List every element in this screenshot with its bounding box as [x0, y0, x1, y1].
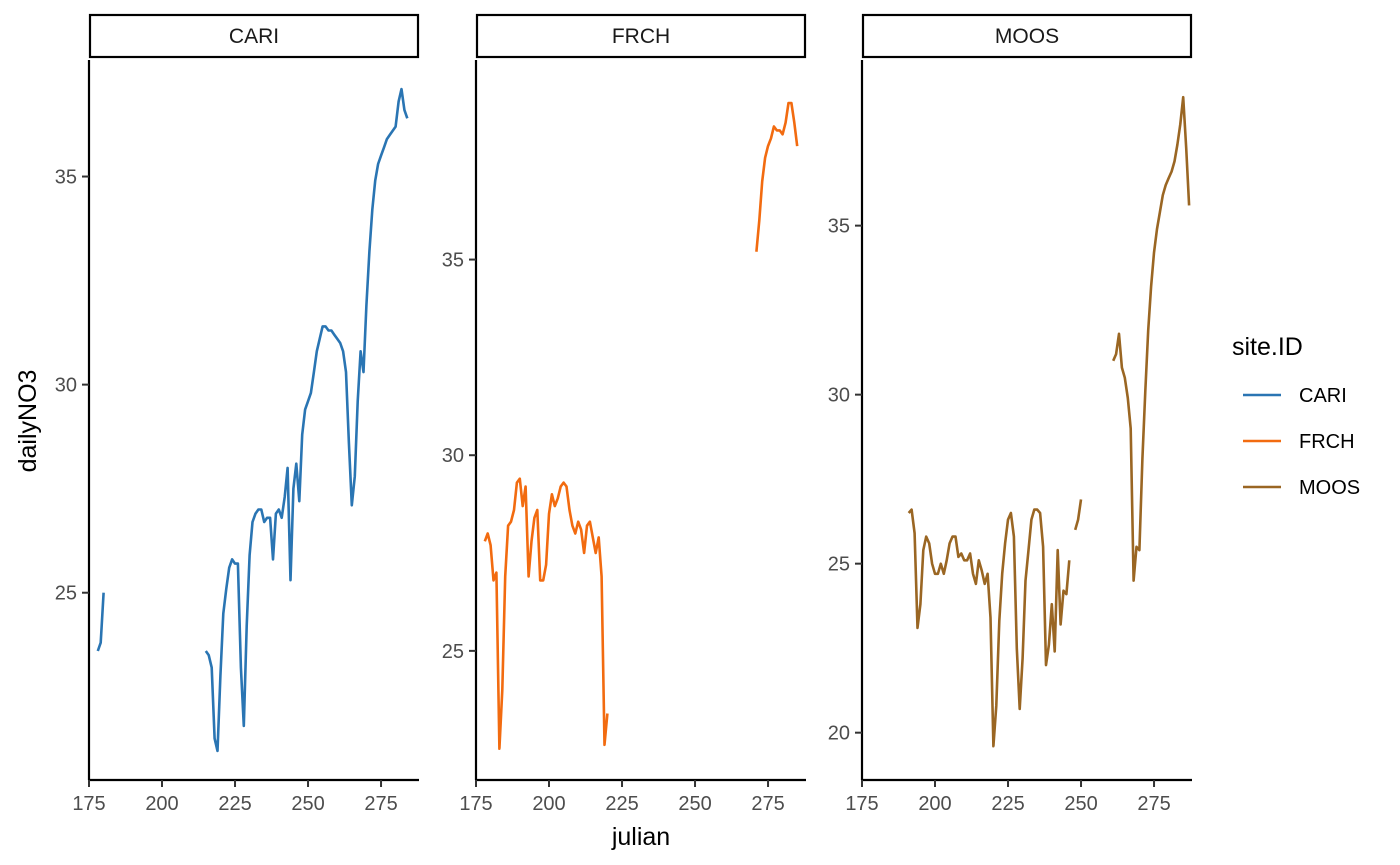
x-tick-label: 250 [678, 793, 711, 815]
facet-strip [475, 13, 807, 59]
legend-items: CARI FRCH MOOS [1243, 385, 1360, 499]
x-tick-label: 225 [218, 793, 251, 815]
x-tick-label: 275 [751, 793, 784, 815]
legend: site.ID CARI FRCH MOOS [1232, 333, 1360, 499]
panel-moos: MOOS 175 200 225 250 275 20 25 30 35 [828, 13, 1193, 815]
y-tick-label: 25 [55, 583, 77, 605]
y-tick-label: 20 [828, 723, 850, 745]
x-tick-label: 175 [459, 793, 492, 815]
panel-frch: FRCH 175 200 225 250 275 25 30 35 [442, 13, 807, 815]
x-tick-label: 200 [145, 793, 178, 815]
y-axis-title: dailyNO3 [14, 370, 42, 473]
facet-strip-label: MOOS [995, 25, 1059, 48]
series-line-frch [483, 477, 609, 750]
facet-strip-label: CARI [229, 25, 279, 48]
y-tick-label: 35 [828, 216, 850, 238]
y-tick-label: 30 [55, 375, 77, 397]
y-tick-label: 25 [828, 554, 850, 576]
series-line-moos [1112, 95, 1191, 582]
series-line-frch [755, 101, 799, 252]
x-tick-label: 175 [845, 793, 878, 815]
legend-label-frch: FRCH [1299, 431, 1355, 453]
legend-title: site.ID [1232, 333, 1303, 361]
series-line-moos [907, 508, 1071, 748]
panel-cari: CARI 175 200 225 250 275 25 30 35 [55, 13, 420, 815]
x-tick-label: 200 [918, 793, 951, 815]
series-line-cari [204, 87, 409, 753]
x-tick-label: 275 [364, 793, 397, 815]
x-tick-label: 250 [291, 793, 324, 815]
x-tick-label: 200 [532, 793, 565, 815]
series-line-moos [1073, 499, 1083, 531]
legend-label-cari: CARI [1299, 385, 1347, 407]
facet-strip [861, 13, 1193, 59]
facet-strip [88, 13, 420, 59]
y-tick-label: 30 [828, 385, 850, 407]
facet-strip-label: FRCH [612, 25, 670, 48]
y-tick-label: 30 [442, 445, 464, 467]
x-tick-label: 225 [991, 793, 1024, 815]
x-tick-label: 250 [1064, 793, 1097, 815]
series-line-cari [96, 592, 105, 652]
y-tick-label: 35 [442, 250, 464, 272]
x-tick-label: 175 [72, 793, 105, 815]
chart-panels: CARI 175 200 225 250 275 25 30 35 FRCH 175 200 225 25… [55, 13, 1193, 815]
x-tick-label: 225 [605, 793, 638, 815]
y-tick-label: 25 [442, 641, 464, 663]
x-axis-title: julian [611, 823, 670, 851]
y-tick-label: 35 [55, 167, 77, 189]
legend-label-moos: MOOS [1299, 477, 1360, 499]
x-tick-label: 275 [1137, 793, 1170, 815]
